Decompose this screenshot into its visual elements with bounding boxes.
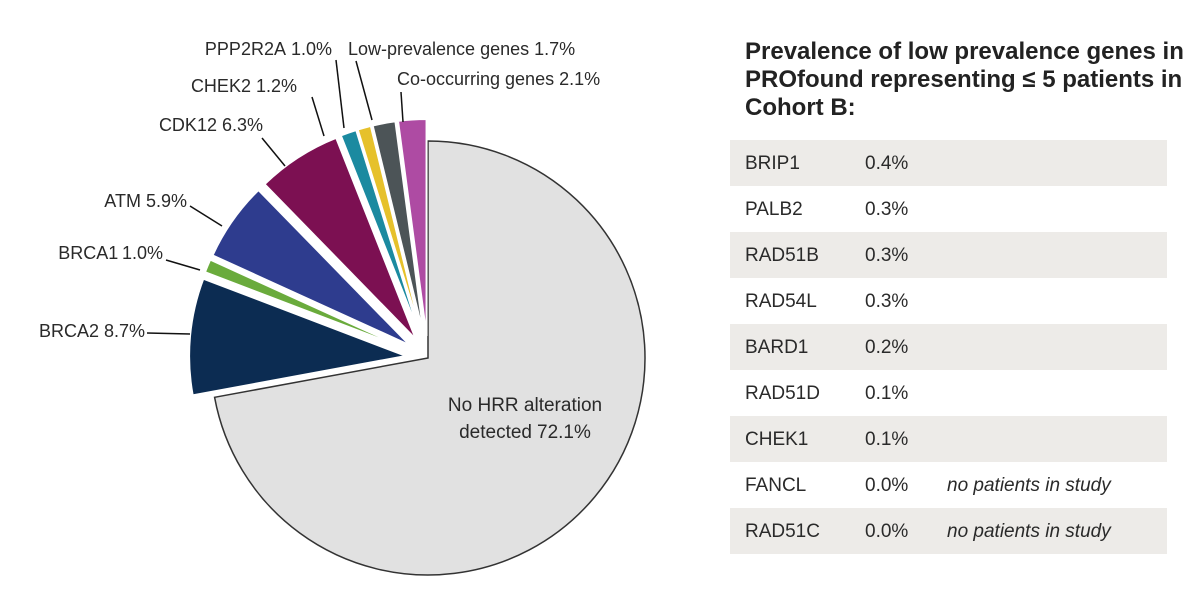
- value-label: 72.1%: [537, 422, 591, 443]
- leader-line: [311, 96, 325, 137]
- prevalence: 0.3%: [865, 245, 909, 266]
- value-label: 6.3%: [222, 115, 263, 135]
- pie-slice: [396, 118, 428, 337]
- leader-line: [189, 205, 223, 227]
- value-label: 8.7%: [104, 321, 145, 341]
- leader-line: [355, 60, 373, 121]
- leader-line: [400, 91, 404, 123]
- prevalence: 0.1%: [865, 429, 909, 450]
- pie-slice: [188, 277, 410, 397]
- pie-slice: [213, 140, 646, 576]
- category: CDK12: [159, 115, 217, 135]
- note: no patients in study: [947, 521, 1111, 542]
- pie-slice: [356, 124, 424, 338]
- category: No HRR alteration detected: [447, 395, 603, 443]
- table-title: Prevalence of low prevalence genes in PR…: [745, 38, 1184, 121]
- slice-label: CDK12 6.3%: [159, 115, 263, 135]
- pie-chart: BRCA2 8.7%BRCA1 1.0%ATM 5.9%CDK12 6.3%CHEK2 1…: [39, 39, 646, 576]
- table-row: BARD1 0.2%: [730, 324, 1167, 370]
- table-row: RAD51B 0.3%: [730, 232, 1167, 278]
- category: BRCA1: [58, 243, 118, 263]
- gene: RAD51C: [745, 521, 820, 542]
- prevalence: 0.1%: [865, 383, 909, 404]
- category: Low-prevalence genes: [348, 39, 529, 59]
- gene: CHEK1: [745, 429, 809, 450]
- slice-label: No HRR alteration detected 72.1%: [425, 392, 625, 446]
- prevalence: 0.3%: [865, 291, 909, 312]
- prevalence: 0.0%: [865, 475, 909, 496]
- category: ATM: [104, 191, 141, 211]
- slice-label: BRCA2 8.7%: [39, 321, 145, 341]
- table-row: BRIP1 0.4%: [730, 140, 1167, 186]
- table-row: RAD51D 0.1%: [730, 370, 1167, 416]
- leader-line: [146, 332, 191, 335]
- category: CHEK2: [191, 76, 251, 96]
- prevalence: 0.4%: [865, 153, 909, 174]
- prevalence: 0.0%: [865, 521, 909, 542]
- value-label: 1.0%: [122, 243, 163, 263]
- pie-slice: [339, 128, 422, 338]
- leader-line: [261, 137, 286, 167]
- category: Co-occurring genes: [397, 69, 554, 89]
- prevalence: 0.3%: [865, 199, 909, 220]
- leader-line: [165, 259, 201, 271]
- gene: RAD54L: [745, 291, 817, 312]
- pie-slice: [371, 120, 425, 337]
- slice-label: BRCA1 1.0%: [58, 243, 163, 263]
- category: PPP2R2A: [205, 39, 286, 59]
- gene: PALB2: [745, 199, 803, 220]
- table-row: CHEK1 0.1%: [730, 416, 1167, 462]
- table-row: RAD54L 0.3%: [730, 278, 1167, 324]
- value-label: 5.9%: [146, 191, 187, 211]
- note: no patients in study: [947, 475, 1111, 496]
- gene: RAD51D: [745, 383, 820, 404]
- leader-line: [335, 59, 345, 129]
- slice-label: Low-prevalence genes 1.7%: [348, 39, 575, 59]
- category: BRCA2: [39, 321, 99, 341]
- pie-slice: [203, 258, 409, 351]
- prevalence: 0.2%: [865, 337, 909, 358]
- gene: BRIP1: [745, 153, 800, 174]
- value-label: 2.1%: [559, 69, 600, 89]
- value-label: 1.0%: [291, 39, 332, 59]
- pie-slice: [211, 188, 411, 347]
- value-label: 1.2%: [256, 76, 297, 96]
- value-label: 1.7%: [534, 39, 575, 59]
- pie-slice: [263, 136, 417, 341]
- table-row: FANCL 0.0% no patients in study: [730, 462, 1167, 508]
- table-row: RAD51C 0.0% no patients in study: [730, 508, 1167, 554]
- gene: FANCL: [745, 475, 807, 496]
- slice-label: PPP2R2A 1.0%: [205, 39, 332, 59]
- gene: RAD51B: [745, 245, 819, 266]
- gene: BARD1: [745, 337, 809, 358]
- slice-label: Co-occurring genes 2.1%: [397, 69, 600, 89]
- table-row: PALB2 0.3%: [730, 186, 1167, 232]
- slice-label: ATM 5.9%: [104, 191, 187, 211]
- slice-label: CHEK2 1.2%: [191, 76, 297, 96]
